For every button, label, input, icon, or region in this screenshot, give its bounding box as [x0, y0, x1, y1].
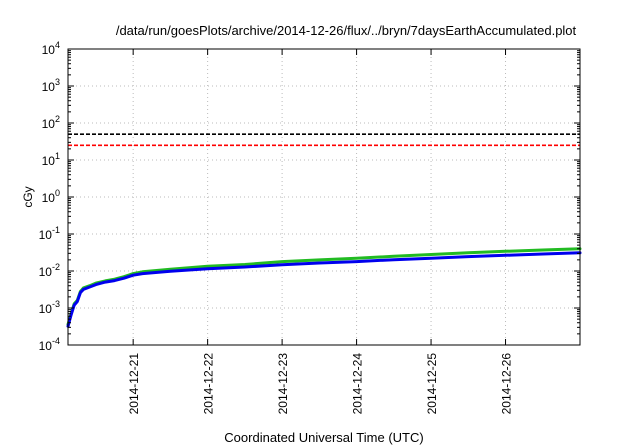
y-tick-base: 10 — [42, 191, 56, 205]
y-tick-exponent: 3 — [55, 77, 60, 87]
y-tick-base: 10 — [42, 43, 56, 57]
chart-title: /data/run/goesPlots/archive/2014-12-26/f… — [116, 23, 577, 38]
y-tick-exponent: 2 — [55, 114, 60, 124]
x-tick-label: 2014-12-22 — [202, 353, 216, 415]
tick-marks — [68, 48, 580, 346]
y-tick-label: 100 — [42, 188, 60, 205]
x-tick-label: 2014-12-21 — [127, 353, 141, 415]
x-tick-label: 2014-12-23 — [276, 353, 290, 415]
y-axis-label: cGy — [21, 186, 35, 207]
y-tick-exponent: -3 — [52, 299, 60, 309]
y-tick-base: 10 — [39, 302, 53, 316]
y-tick-exponent: 4 — [55, 40, 60, 50]
x-tick-labels: 2014-12-21 2014-12-22 2014-12-23 2014-12-24… — [127, 353, 513, 415]
y-tick-label: 10-1 — [39, 225, 60, 242]
y-tick-base: 10 — [39, 339, 53, 353]
x-tick-label: 2014-12-26 — [500, 353, 514, 415]
y-tick-label: 10-2 — [39, 262, 60, 279]
y-tick-label: 10-4 — [39, 336, 60, 353]
y-tick-label: 103 — [42, 77, 60, 94]
x-tick-label: 2014-12-25 — [425, 353, 439, 415]
y-tick-base: 10 — [39, 228, 53, 242]
y-tick-exponent: -1 — [52, 225, 60, 235]
reference-lines — [68, 133, 580, 147]
y-tick-label: 10-3 — [39, 299, 60, 316]
y-tick-label: 101 — [42, 151, 60, 168]
y-tick-exponent: 0 — [55, 188, 60, 198]
y-tick-base: 10 — [39, 265, 53, 279]
y-tick-base: 10 — [42, 80, 56, 94]
y-tick-exponent: -2 — [52, 262, 60, 272]
x-tick-label: 2014-12-24 — [351, 353, 365, 415]
series-lines — [66, 247, 582, 328]
series-line-2 — [66, 251, 582, 328]
y-tick-exponent: 1 — [55, 151, 60, 161]
y-tick-label: 104 — [42, 40, 60, 57]
y-tick-base: 10 — [42, 117, 56, 131]
grid — [68, 49, 580, 345]
y-tick-label: 102 — [42, 114, 60, 131]
y-tick-base: 10 — [42, 154, 56, 168]
x-axis-label: Coordinated Universal Time (UTC) — [224, 430, 423, 445]
series-line-1 — [66, 247, 582, 326]
y-tick-exponent: -4 — [52, 336, 60, 346]
